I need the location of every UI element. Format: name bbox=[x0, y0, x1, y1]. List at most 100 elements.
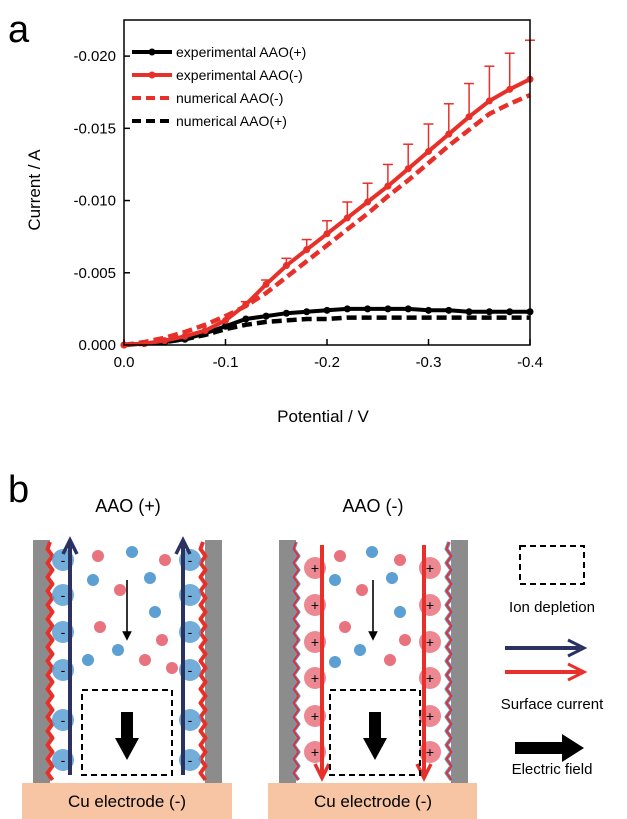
bulk-ion bbox=[399, 634, 411, 646]
bulk-ion bbox=[384, 654, 396, 666]
ion-charge-sign: - bbox=[188, 587, 193, 603]
ion-charge-sign: + bbox=[426, 560, 434, 576]
data-point bbox=[282, 309, 290, 317]
ion-depletion-label: Ion depletion bbox=[509, 599, 595, 616]
surface-current-right-a-head bbox=[313, 763, 331, 782]
surface-current-left-b-head bbox=[174, 536, 192, 555]
legend: experimental AAO(+) experimental AAO(-) nu… bbox=[132, 44, 306, 129]
ion-charge-sign: - bbox=[188, 752, 193, 768]
electric-field-arrow-shaft bbox=[515, 742, 565, 754]
legend-label: experimental AAO(+) bbox=[176, 44, 306, 60]
y-tick-label: -0.015 bbox=[73, 120, 116, 137]
diagram-aao-plus: - - - - - - - - - - - - bbox=[33, 536, 222, 783]
y-ticks: 0.000 -0.005 -0.010 -0.015 -0.020 bbox=[73, 48, 130, 354]
electric-field-left-head bbox=[115, 738, 139, 760]
data-point bbox=[485, 97, 493, 105]
bulk-ion bbox=[329, 656, 341, 668]
bulk-ion bbox=[334, 550, 346, 562]
x-tick-label: -0.1 bbox=[213, 354, 239, 371]
legend-label: experimental AAO(-) bbox=[176, 67, 303, 83]
surface-charge-left-b bbox=[292, 541, 300, 781]
x-axis-label: Potential / V bbox=[277, 407, 369, 426]
electrode-left-label: Cu electrode (-) bbox=[68, 792, 186, 811]
ion-charge-sign: - bbox=[188, 712, 193, 728]
ion-charge-sign: - bbox=[61, 662, 66, 678]
y-tick-label: -0.010 bbox=[73, 193, 116, 210]
series-2 bbox=[123, 93, 531, 348]
ion-charge-sign: + bbox=[426, 708, 434, 724]
legend-marker bbox=[148, 71, 156, 79]
ion-depletion-zone-left bbox=[81, 689, 173, 776]
electrode-right-label: Cu electrode (-) bbox=[314, 792, 432, 811]
data-point bbox=[262, 312, 270, 320]
bulk-ion bbox=[354, 644, 366, 656]
surface-charge-right-b bbox=[445, 541, 453, 781]
data-point bbox=[201, 327, 209, 335]
data-point bbox=[242, 301, 250, 309]
left-diagram-title: AAO (+) bbox=[95, 496, 161, 516]
ion-charge-sign: + bbox=[426, 670, 434, 686]
nanopore-diagrams: - - - - - - - - - - - - + + + + + + + + + + + + bbox=[33, 536, 468, 783]
ion-charge-sign: - bbox=[188, 662, 193, 678]
chart: Current / A Potential / V 0.0 -0.1 -0.2 -0.… bbox=[25, 19, 543, 426]
data-point bbox=[323, 230, 331, 238]
legend-label: numerical AAO(+) bbox=[176, 113, 287, 129]
bulk-ion bbox=[166, 662, 178, 674]
data-point bbox=[343, 214, 351, 222]
bulk-ion bbox=[139, 654, 151, 666]
ion-charge-sign: + bbox=[311, 597, 319, 613]
data-point bbox=[303, 246, 311, 254]
data-point bbox=[384, 182, 392, 190]
bulk-ion bbox=[329, 574, 341, 586]
data-point bbox=[404, 165, 412, 173]
ion-charge-sign: + bbox=[311, 708, 319, 724]
electric-field-right-shaft bbox=[369, 712, 381, 740]
bulk-ion bbox=[394, 554, 406, 566]
data-point bbox=[506, 308, 514, 316]
bulk-ion bbox=[92, 550, 104, 562]
y-tick-label: -0.020 bbox=[73, 48, 116, 65]
ion-charge-sign: - bbox=[61, 587, 66, 603]
x-tick-label: 0.0 bbox=[114, 354, 135, 371]
x-tick-label: -0.4 bbox=[517, 354, 543, 371]
bulk-ion bbox=[126, 546, 138, 558]
x-tick-label: -0.3 bbox=[416, 354, 442, 371]
electric-field-label: Electric field bbox=[512, 761, 593, 778]
ion-charge-sign: - bbox=[61, 552, 66, 568]
bulk-ion bbox=[366, 546, 378, 558]
bulk-ion bbox=[159, 554, 171, 566]
plot-series bbox=[120, 39, 535, 349]
bulk-ion bbox=[112, 644, 124, 656]
ion-charge-sign: - bbox=[61, 752, 66, 768]
ion-charge-sign: + bbox=[426, 634, 434, 650]
data-point bbox=[404, 305, 412, 313]
pore-wall-left bbox=[33, 540, 50, 783]
right-diagram-title: AAO (-) bbox=[343, 496, 404, 516]
ion-charge-sign: - bbox=[188, 624, 193, 640]
data-point bbox=[282, 262, 290, 270]
electrode-right: Cu electrode (-) bbox=[268, 783, 477, 819]
ion-charge-sign: + bbox=[311, 744, 319, 760]
data-point bbox=[364, 305, 372, 313]
ion-charge-sign: + bbox=[426, 597, 434, 613]
surface-charge-left bbox=[45, 541, 55, 782]
electric-field-right-head bbox=[363, 738, 387, 760]
panel-a-letter: a bbox=[8, 9, 30, 51]
data-point bbox=[222, 322, 229, 330]
bulk-ion bbox=[149, 606, 161, 618]
data-point bbox=[181, 332, 189, 340]
red-current-arrowhead bbox=[567, 662, 588, 682]
series-line bbox=[123, 93, 531, 348]
data-point bbox=[506, 85, 514, 93]
diagram-legend: Ion depletion Surface current Electric f… bbox=[501, 545, 604, 778]
plot-frame bbox=[123, 19, 531, 346]
data-point bbox=[485, 308, 493, 316]
data-point bbox=[323, 306, 331, 314]
bulk-ion bbox=[144, 572, 156, 584]
ion-charge-sign: + bbox=[311, 560, 319, 576]
ion-charge-sign: + bbox=[311, 670, 319, 686]
bulk-ion bbox=[94, 621, 106, 633]
bulk-ion bbox=[156, 634, 168, 646]
ion-charge-sign: + bbox=[311, 634, 319, 650]
